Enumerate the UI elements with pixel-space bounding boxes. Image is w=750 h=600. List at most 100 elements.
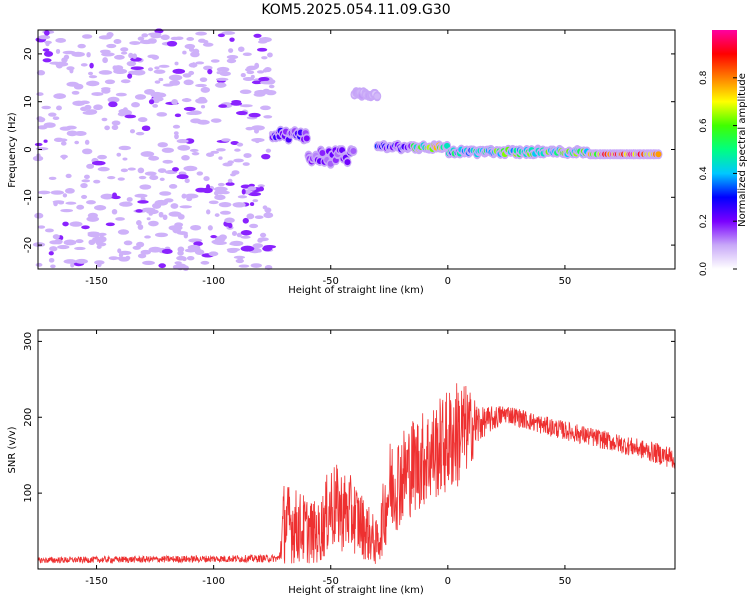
spectrogram-cell — [199, 77, 208, 83]
spectrogram-cell — [117, 229, 130, 235]
spectrogram-cell — [229, 37, 235, 42]
spectrogram-cell — [251, 125, 265, 131]
spectrogram-cell — [230, 101, 243, 106]
spectrogram-y-tick-label: 20 — [23, 48, 34, 61]
spectrogram-cell — [172, 68, 186, 74]
spectrogram-cell — [37, 225, 46, 229]
spectrogram-cell — [134, 94, 147, 100]
spectrogram-cell — [233, 158, 244, 163]
spectrogram-cell — [70, 262, 75, 268]
spectrogram-cell — [182, 50, 187, 55]
colorbar-tick-label: 0.0 — [699, 262, 709, 277]
spectrogram-cell — [136, 241, 145, 248]
spectrogram-cell — [96, 242, 107, 247]
spectrogram-cell — [189, 148, 199, 153]
spectrogram-cell — [208, 251, 219, 257]
spectrogram-cell — [66, 130, 78, 137]
spectrogram-cell — [86, 80, 100, 87]
spectrogram-cell — [148, 220, 159, 227]
colorbar-tick-label: 0.4 — [699, 166, 709, 181]
spectrogram-cell — [140, 151, 155, 157]
spectrogram-cell — [117, 177, 125, 181]
spectrogram-cell — [181, 155, 190, 161]
spectrogram-cell — [115, 92, 127, 97]
spectrogram-cell — [56, 105, 62, 111]
spectrogram-cell — [191, 151, 200, 156]
spectrogram-cell — [154, 66, 160, 70]
spectrogram-cell — [168, 74, 183, 81]
spectrogram-cell — [237, 257, 243, 261]
spectrogram-cell — [150, 91, 164, 98]
spectrogram-cell — [87, 71, 94, 76]
spectrogram-cell — [135, 131, 145, 136]
spectrogram-cell — [111, 208, 118, 215]
spectrogram-cell — [137, 36, 145, 41]
spectrogram-cell — [131, 102, 140, 108]
spectrogram-cell — [260, 105, 271, 111]
spectrogram-cell — [179, 205, 193, 209]
spectrogram-cell — [139, 184, 152, 190]
spectrogram-cell — [126, 197, 133, 202]
spectrogram-cell — [268, 84, 275, 89]
spectrogram-cell — [54, 238, 63, 245]
spectrogram-cell — [135, 209, 143, 213]
spectrogram-cell — [262, 205, 268, 210]
spectrogram-cell — [200, 260, 210, 265]
spectrogram-cell — [319, 150, 326, 157]
spectrogram-cell — [170, 203, 179, 209]
spectrogram-cell — [140, 249, 152, 255]
spectrogram-cell — [144, 235, 151, 239]
spectrogram-x-tick-label: 50 — [559, 276, 572, 287]
spectrogram-cell — [230, 140, 239, 145]
spectrogram-cell — [50, 190, 65, 195]
spectrogram-cell — [88, 75, 98, 79]
spectrogram-cell — [124, 114, 137, 119]
spectrogram-cell — [174, 261, 182, 265]
spectrogram-cell — [158, 211, 164, 218]
spectrogram-cell — [177, 266, 184, 271]
spectrogram-cell — [303, 135, 310, 142]
spectrogram-cell — [62, 221, 69, 227]
spectrogram-cell — [230, 240, 244, 247]
spectrogram-cell — [111, 124, 119, 131]
spectrogram-cell — [227, 222, 233, 229]
colorbar-gradient — [712, 30, 737, 269]
spectrogram-cells — [32, 28, 663, 271]
colorbar-ticks: 0.0 0.2 0.4 0.6 0.8 — [699, 70, 737, 276]
spectrogram-cell — [176, 139, 189, 144]
spectrogram-cell — [264, 66, 272, 73]
spectrogram-cell — [98, 70, 113, 75]
spectrogram-cell — [250, 263, 263, 268]
spectrogram-cell — [249, 202, 255, 206]
spectrogram-cell — [183, 165, 198, 172]
spectrogram-cell — [43, 51, 54, 57]
spectrogram-cell — [257, 184, 265, 188]
spectrogram-cell — [148, 246, 163, 253]
spectrogram-cell — [217, 33, 225, 38]
spectrogram-cell — [213, 186, 228, 192]
spectrogram-cell — [240, 230, 253, 236]
snr-y-tick-label: 200 — [23, 408, 34, 427]
spectrogram-cell — [141, 207, 156, 212]
spectrogram-cell — [257, 238, 263, 243]
spectrogram-cell — [203, 176, 210, 182]
spectrogram-cell — [241, 188, 246, 195]
spectrogram-cell — [196, 171, 204, 176]
spectrogram-cell — [142, 260, 155, 266]
spectrogram-cell — [183, 79, 194, 86]
spectrogram-cell — [211, 239, 222, 245]
spectrogram-cell — [60, 208, 74, 213]
spectrogram-cell — [52, 116, 60, 121]
spectrogram-cell — [123, 240, 133, 246]
spectrogram-cell — [93, 179, 101, 184]
spectrogram-cell — [186, 111, 197, 115]
spectrogram-cell — [116, 152, 122, 157]
spectrogram-cell — [87, 232, 100, 238]
spectrogram-x-tick-label: -150 — [85, 276, 108, 287]
spectrogram-cell — [83, 174, 90, 180]
spectrogram-cell — [74, 131, 87, 136]
spectrogram-cell — [171, 99, 178, 105]
spectrogram-cell — [221, 31, 236, 35]
spectrogram-cell — [158, 263, 166, 269]
spectrogram-cell — [48, 251, 54, 256]
